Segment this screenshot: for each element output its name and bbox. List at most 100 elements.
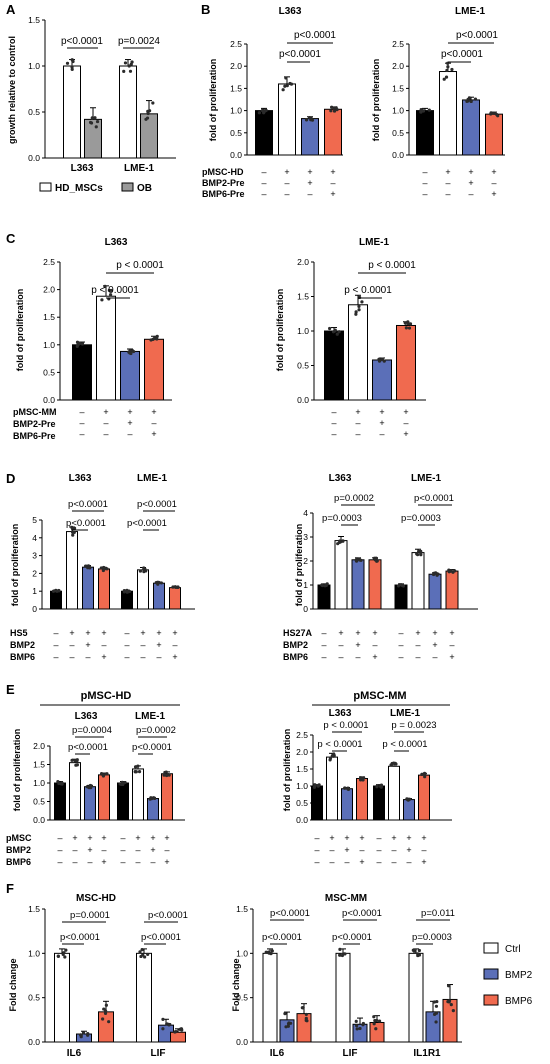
panel-e2-p2: p < 0.0001 <box>317 739 362 750</box>
panel-d1-data-point <box>142 566 146 570</box>
panel-d1-data-point <box>83 564 88 568</box>
panel-d2-data-point <box>324 583 328 587</box>
panel-f-legend-bmp6: BMP6 <box>505 996 533 1007</box>
panel-d1-bar <box>137 569 149 610</box>
panel-d2-sign: – <box>449 640 454 650</box>
panel-d1-p3: p<0.0001 <box>137 499 177 510</box>
panel-d1-group-l363: L363 <box>69 473 92 484</box>
panel-c2-title: LME-1 <box>359 237 389 248</box>
panel-b1-sign: – <box>261 178 266 188</box>
panel-e1-bar <box>161 773 173 821</box>
panel-e2-sign: + <box>344 833 349 843</box>
panel-f2-p6: p=0.0003 <box>412 932 452 943</box>
panel-d1-bar <box>153 582 165 610</box>
panel-e2-data-point <box>317 783 321 787</box>
panel-e1-bar <box>69 762 81 821</box>
panel-c2-data-point <box>407 326 412 330</box>
panel-e1-data-point <box>104 772 108 776</box>
panel-f2-data-point <box>338 953 342 957</box>
panel-e1-sign: + <box>164 857 169 867</box>
panel-d1-sign: – <box>140 652 145 662</box>
panel-c1-signs: – + + +– – + –– – – + <box>79 407 156 439</box>
panel-a-ylabel: growth relative to control <box>7 36 17 144</box>
panel-f1-bar <box>170 1031 186 1043</box>
panel-f2-data-point <box>301 1006 305 1010</box>
panel-c1-sign: + <box>127 407 132 417</box>
panel-c2-sign: – <box>355 418 360 428</box>
panel-b2-data-point <box>442 77 446 81</box>
panel-d2-sign: – <box>415 640 420 650</box>
panel-d1-sign: – <box>172 640 177 650</box>
panel-d1-sign: – <box>140 640 145 650</box>
panel-d2-sign: + <box>355 628 360 638</box>
panel-d1-p4: p<0.0001 <box>127 518 167 529</box>
panel-b1-title: L363 <box>279 6 302 17</box>
panel-d1-group-lme1: LME-1 <box>137 473 167 484</box>
panel-c1-data-point <box>155 334 159 338</box>
panel-d1-sign: – <box>69 640 74 650</box>
panel-b2-data-point <box>446 65 450 69</box>
panel-e2-bar <box>373 785 385 821</box>
panel-d2-data-point <box>320 583 324 587</box>
panel-e1-sign: – <box>120 845 125 855</box>
panel-f2-bar <box>369 1021 385 1043</box>
panel-f2-bar <box>335 952 351 1043</box>
panel-b2-bar <box>416 110 434 156</box>
panel-d1-tick-label: 0 <box>32 604 37 614</box>
panel-f1-data-point <box>81 1031 86 1035</box>
panel-e2-p1: p < 0.0001 <box>323 720 368 731</box>
panel-f2-data-point <box>449 1002 453 1007</box>
panel-e2-plot: 0.0 0.5 1.0 1.5 2.0 2.5 <box>296 730 452 825</box>
panel-b1-sign: – <box>261 189 266 199</box>
panel-b-row-pmsc: pMSC-HD <box>202 167 244 177</box>
panel-c1-tick-label: 1.5 <box>43 312 55 322</box>
panel-c2-sign: + <box>355 407 360 417</box>
panel-d2-data-point <box>401 583 405 587</box>
panel-e1-title: pMSC-HD <box>81 690 132 702</box>
panel-e1-bar <box>147 798 159 821</box>
panel-b2-sign: – <box>422 167 427 177</box>
panel-d1-sign: + <box>140 628 145 638</box>
panel-c2-data-point <box>328 326 332 331</box>
panel-d1-data-point <box>122 589 126 593</box>
panel-f2-data-point <box>354 1019 358 1024</box>
panel-d2-data-point <box>374 556 378 560</box>
panel-c-row-pmsc: pMSC-MM <box>13 407 57 417</box>
panel-c1-sign: – <box>79 418 84 428</box>
panel-d1-sign: + <box>101 628 106 638</box>
panel-c2-sign: + <box>379 418 384 428</box>
panel-c1-data-point <box>77 341 82 346</box>
panel-a-legend-ob: OB <box>137 183 152 194</box>
panel-e2-data-point <box>375 784 379 788</box>
panel-e1-data-point <box>164 770 168 774</box>
panel-c1-p-top: p < 0.0001 <box>116 260 164 271</box>
panel-b1-bar <box>255 110 273 156</box>
panel-e1-sign: – <box>57 833 62 843</box>
panel-b1-data-point <box>260 108 265 113</box>
panel-letter-f: F <box>6 881 14 896</box>
panel-b2-data-point <box>465 99 469 103</box>
panel-d1-data-point <box>157 580 161 585</box>
panel-b2-tick-label: 0.5 <box>392 128 404 138</box>
panel-c2-sign: – <box>355 429 360 439</box>
panel-a-data-point <box>130 60 134 64</box>
panel-c2-data-point <box>357 308 361 312</box>
panel-c2-bar <box>324 330 344 401</box>
panel-f1-data-point <box>101 1017 105 1021</box>
panel-e2-tick-label: 0.5 <box>296 798 308 808</box>
panel-c1-tick-label: 2.0 <box>43 285 55 295</box>
panel-d1-row-hs5: HS5 <box>10 628 28 638</box>
panel-d2-sign: – <box>415 652 420 662</box>
panel-e1-data-point <box>59 782 63 786</box>
panel-c2-data-point <box>380 357 384 361</box>
panel-d1-sign: + <box>156 628 161 638</box>
panel-d2-sign: + <box>449 628 454 638</box>
panel-d2-tick-label: 2 <box>303 556 308 566</box>
panel-b1-bar <box>324 108 342 156</box>
panel-f1-tick-label: 1.0 <box>28 948 40 958</box>
panel-e2-sign: – <box>314 833 319 843</box>
panel-d1-plot: 0 1 2 3 4 5 <box>32 510 195 614</box>
panel-e1-data-point <box>123 780 127 785</box>
panel-b2-tick-label: 1.0 <box>392 106 404 116</box>
panel-d2-sign: + <box>415 628 420 638</box>
